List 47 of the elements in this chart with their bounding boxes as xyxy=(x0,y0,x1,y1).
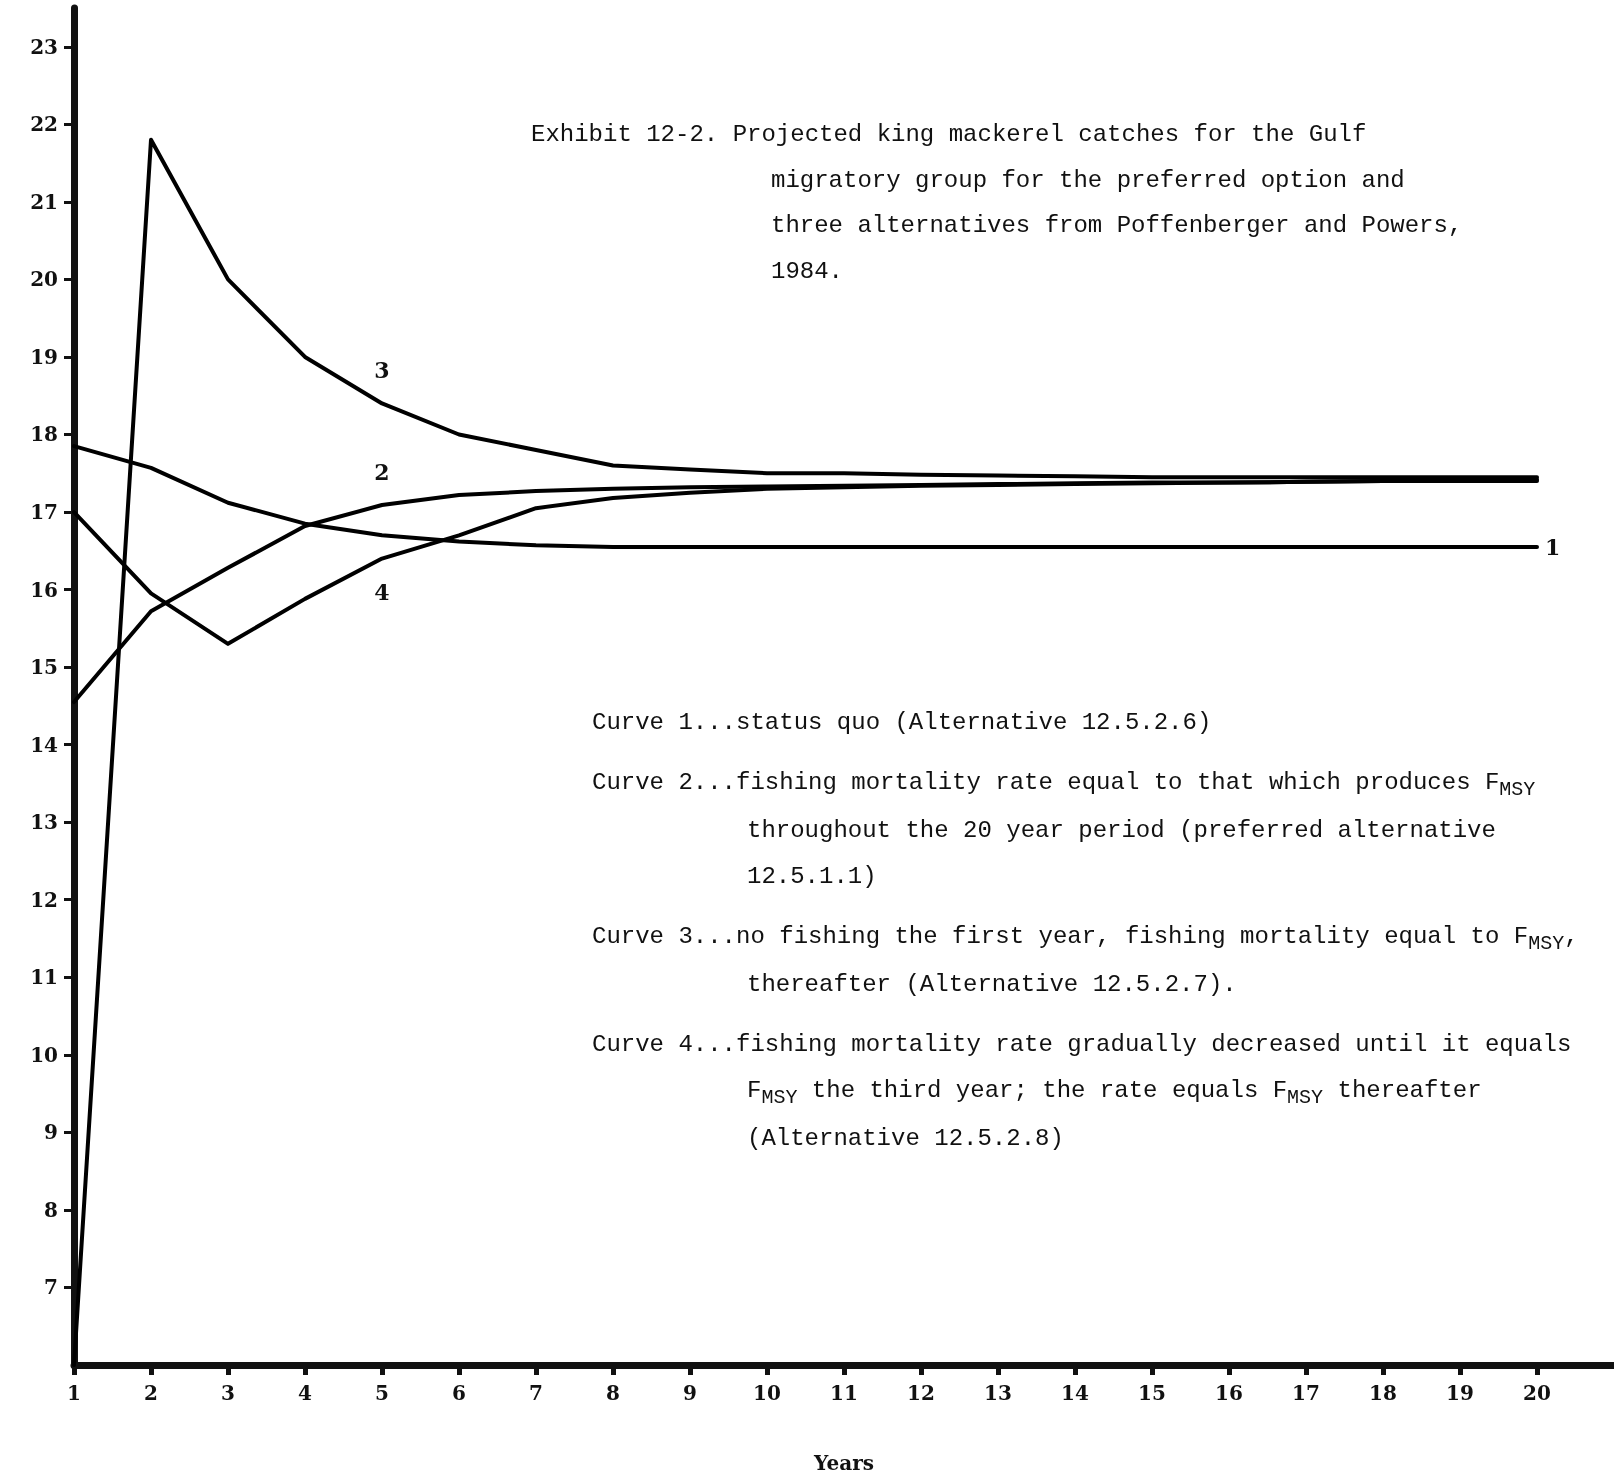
y-tick-label: 9 xyxy=(44,1120,58,1145)
x-tick-label: 3 xyxy=(221,1381,235,1405)
y-tick-label: 18 xyxy=(30,422,58,447)
x-tick-label: 12 xyxy=(907,1381,935,1405)
text: Curve 3...no fishing the first year, fishing mortality equal to F$_{MSY}$, thereafter (Alternative 12.5.2.7). xyxy=(592,922,1579,999)
y-tick-label: 7 xyxy=(44,1275,58,1300)
y-tick-label: 14 xyxy=(30,732,59,757)
x-tick-label: 13 xyxy=(984,1381,1012,1405)
y-tick-label: 12 xyxy=(30,887,58,912)
x-axis-title: Years xyxy=(812,1451,875,1475)
series-label: 3 xyxy=(374,357,390,384)
y-tick-label: 11 xyxy=(30,965,58,990)
y-tick-label: 22 xyxy=(30,112,58,137)
series-label: 4 xyxy=(374,578,390,605)
x-tick-label: 19 xyxy=(1446,1381,1474,1405)
x-tick-label: 17 xyxy=(1292,1381,1320,1405)
x-tick-label: 15 xyxy=(1138,1381,1166,1405)
y-tick-label: 16 xyxy=(30,577,58,602)
x-tick-label: 4 xyxy=(298,1381,313,1405)
x-tick-label: 2 xyxy=(144,1381,158,1405)
y-tick-label: 17 xyxy=(30,500,58,525)
y-tick-label: 10 xyxy=(30,1042,58,1067)
y-tick-label: 15 xyxy=(30,655,58,680)
x-tick-label: 14 xyxy=(1061,1381,1089,1405)
y-tick-label: 21 xyxy=(30,189,58,214)
x-tick-label: 20 xyxy=(1523,1381,1551,1405)
series-label: 1 xyxy=(1545,533,1561,560)
y-tick-label: 19 xyxy=(30,344,58,369)
annotation: Curve 1...status quo (Alternative 12.5.2.6) xyxy=(592,708,1213,738)
x-tick-label: 8 xyxy=(606,1381,620,1405)
y-tick-label: 13 xyxy=(30,810,58,835)
series-label: 2 xyxy=(374,459,390,486)
x-tick-label: 6 xyxy=(452,1381,466,1405)
y-tick-label: 20 xyxy=(30,267,58,292)
x-tick-label: 5 xyxy=(375,1381,389,1405)
x-tick-label: 10 xyxy=(753,1381,781,1405)
annotation: Curve 2...fishing mortality rate equal to that which produces F$_{MSY}$ throughout the 20 year period (preferred alternative 12.5.1.1) xyxy=(592,767,1537,892)
x-tick-label: 1 xyxy=(67,1381,81,1405)
x-tick-label: 7 xyxy=(529,1381,543,1405)
x-tick-label: 16 xyxy=(1215,1381,1243,1405)
x-tick-label: 18 xyxy=(1369,1381,1397,1405)
text: Curve 4...fishing mortality rate gradually decreased until it equals F$_{MSY}$ the third year; the rate equals F$_{MSY}$ thereafter (Alternative 12.5.2.8) xyxy=(592,1030,1572,1153)
x-tick-label: 9 xyxy=(683,1381,697,1405)
x-tick-label: 11 xyxy=(830,1381,858,1405)
text: Exhibit 12-2. Projected king mackerel catches for the Gulf migratory group for the preferred option and three alternatives from Poffenberger and Powers, 1984. xyxy=(531,120,1464,287)
y-tick-label: 23 xyxy=(30,34,58,59)
y-tick-label: 8 xyxy=(44,1197,58,1222)
